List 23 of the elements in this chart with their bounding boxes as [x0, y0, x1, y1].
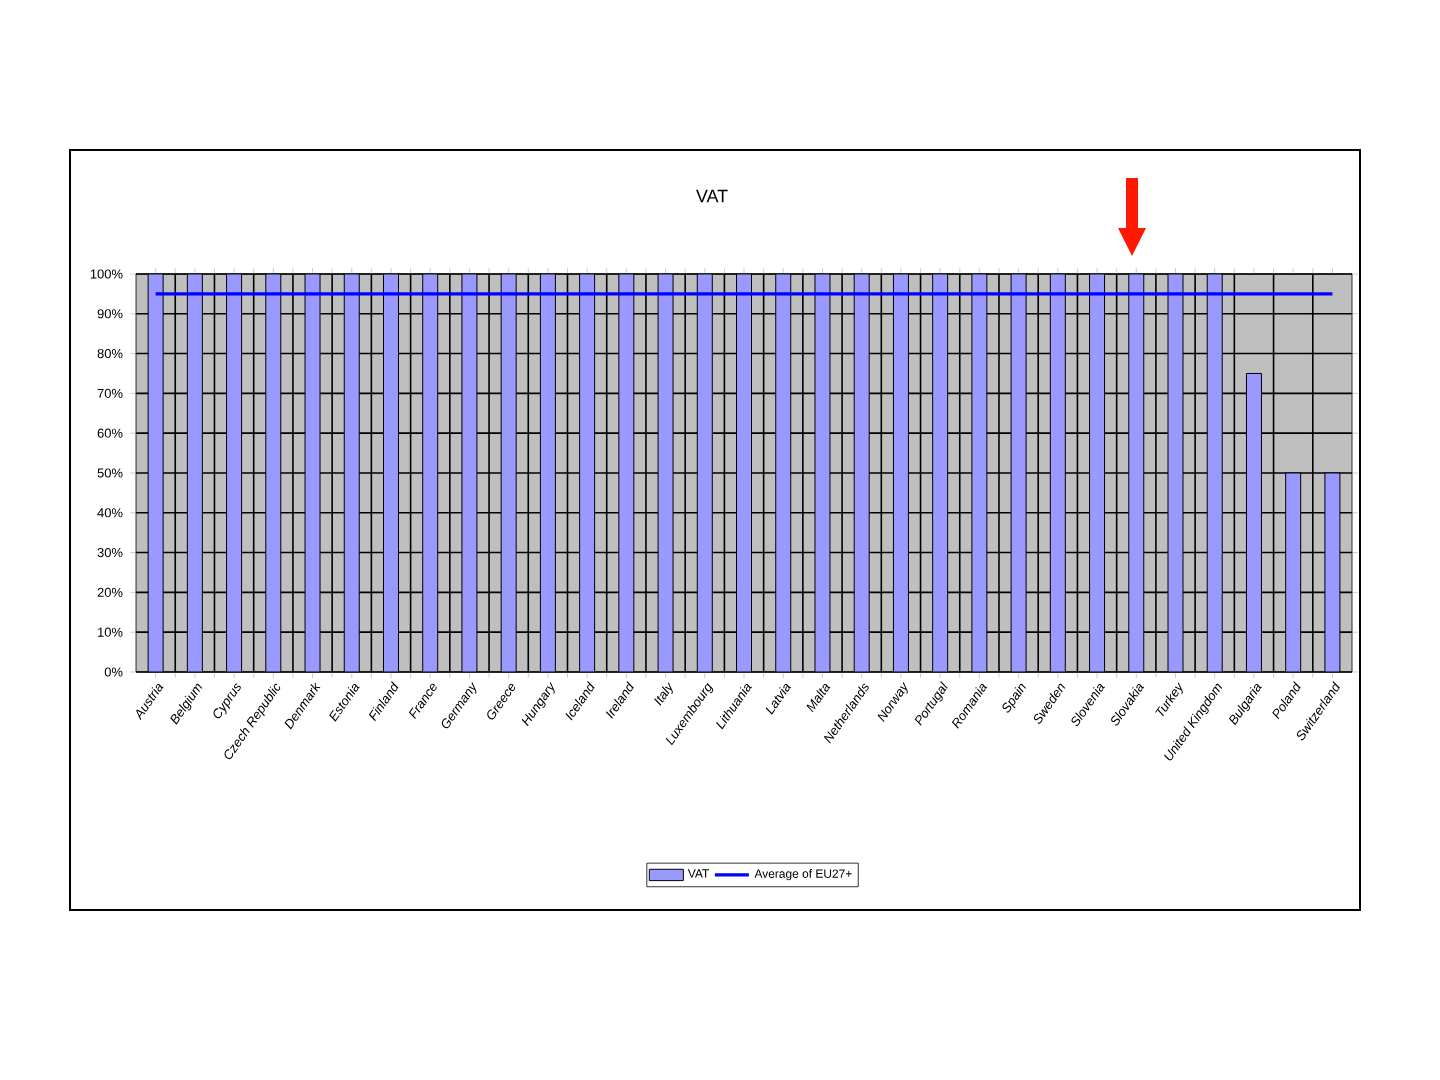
bar — [226, 273, 243, 672]
bar — [343, 273, 360, 672]
bar — [186, 273, 203, 672]
bar — [539, 273, 556, 672]
bar — [736, 273, 753, 672]
bar — [1049, 273, 1066, 672]
bar — [775, 273, 792, 672]
bar — [618, 273, 635, 672]
bar — [1128, 273, 1145, 672]
bar — [853, 273, 870, 672]
bar — [696, 273, 713, 672]
bar — [265, 273, 282, 672]
bar — [932, 273, 949, 672]
bar — [1245, 372, 1262, 672]
bar — [1285, 472, 1302, 672]
bar — [500, 273, 517, 672]
bar — [1206, 273, 1223, 672]
bar — [382, 273, 399, 672]
bar — [1089, 273, 1106, 672]
bar — [892, 273, 909, 672]
bar — [579, 273, 596, 672]
chart-title: VAT — [696, 189, 728, 203]
bar — [422, 273, 439, 672]
